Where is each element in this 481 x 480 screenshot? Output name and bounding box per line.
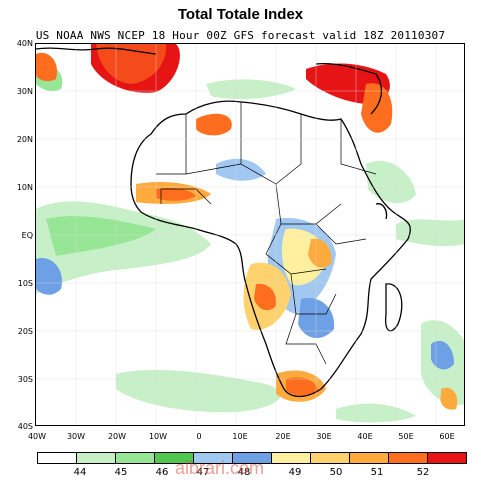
index-field: [36, 65, 464, 423]
lon-label-40e: 40E: [357, 432, 373, 441]
map-canvas: [36, 44, 464, 425]
colorbar-label-49: 49: [288, 467, 302, 478]
lat-label-40n: 40N: [16, 39, 33, 48]
lon-label-30e: 30E: [316, 432, 332, 441]
map-panel: [35, 43, 465, 426]
colorbar: [37, 452, 467, 464]
colorbar-swatch: [233, 453, 272, 463]
colorbar-label-46: 46: [155, 467, 169, 478]
high-index-areas: [36, 44, 393, 402]
colorbar-label-45: 45: [114, 467, 128, 478]
map-subtitle: US NOAA NWS NCEP 18 Hour 00Z GFS forecas…: [35, 29, 446, 42]
lon-label-10w: 10W: [148, 432, 168, 441]
colorbar-label-50: 50: [329, 467, 343, 478]
lon-label-20w: 20W: [107, 432, 127, 441]
lat-label-20s: 20S: [17, 327, 33, 336]
colorbar-label-51: 51: [370, 467, 384, 478]
colorbar-swatch: [116, 453, 155, 463]
lon-label-10e: 10E: [232, 432, 248, 441]
lat-label-10s: 10S: [17, 279, 33, 288]
lat-label-40s: 40S: [17, 422, 33, 431]
lat-label-30n: 30N: [16, 87, 33, 96]
colorbar-label-52: 52: [416, 467, 430, 478]
map-title: Total Totale Index: [177, 6, 304, 23]
colorbar-swatch: [77, 453, 116, 463]
colorbar-swatch: [155, 453, 194, 463]
lat-label-30s: 30S: [17, 375, 33, 384]
lon-label-40w: 40W: [27, 432, 47, 441]
lon-label-60e: 60E: [439, 432, 455, 441]
colorbar-label-48: 48: [237, 467, 251, 478]
colorbar-swatch: [389, 453, 428, 463]
colorbar-swatch: [311, 453, 350, 463]
colorbar-label-44: 44: [73, 467, 87, 478]
lat-label-10n: 10N: [16, 183, 33, 192]
colorbar-swatch: [350, 453, 389, 463]
colorbar-label-47: 47: [196, 467, 210, 478]
colorbar-swatch: [272, 453, 311, 463]
lon-label-30w: 30W: [66, 432, 86, 441]
lon-label-50e: 50E: [398, 432, 414, 441]
lat-label-20n: 20N: [16, 135, 33, 144]
lat-label-eq: EQ: [21, 231, 33, 240]
lon-label-0: 0: [196, 432, 202, 441]
lon-label-20e: 20E: [275, 432, 291, 441]
graticule-lines: [36, 44, 464, 425]
colorbar-swatch: [428, 453, 466, 463]
watermark: albrari.com: [175, 458, 265, 478]
country-borders: [156, 102, 377, 365]
colorbar-swatch: [38, 453, 77, 463]
colorbar-swatch: [194, 453, 233, 463]
